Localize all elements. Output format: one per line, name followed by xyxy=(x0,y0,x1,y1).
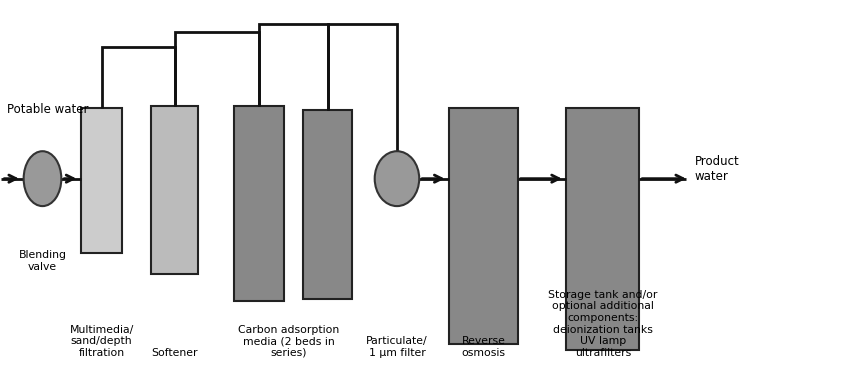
Ellipse shape xyxy=(375,151,419,206)
Text: Product
water: Product water xyxy=(695,155,740,183)
Ellipse shape xyxy=(24,151,61,206)
Text: Multimedia/
sand/depth
filtration: Multimedia/ sand/depth filtration xyxy=(70,324,134,358)
Text: Storage tank and/or
optional additional
components:
deionization tanks
UV lamp
u: Storage tank and/or optional additional … xyxy=(548,290,658,358)
Bar xyxy=(302,110,352,299)
Text: Reverse
osmosis: Reverse osmosis xyxy=(461,336,505,358)
Bar xyxy=(566,108,639,350)
Bar xyxy=(81,108,122,253)
Text: Softener: Softener xyxy=(151,348,198,358)
Bar xyxy=(235,106,284,301)
Bar xyxy=(449,108,518,344)
Text: Potable water: Potable water xyxy=(7,103,88,116)
Text: Blending
valve: Blending valve xyxy=(19,250,66,272)
Text: Particulate/
1 μm filter: Particulate/ 1 μm filter xyxy=(366,336,428,358)
Text: Carbon adsorption
media (2 beds in
series): Carbon adsorption media (2 beds in serie… xyxy=(239,324,339,358)
Bar xyxy=(151,106,198,274)
